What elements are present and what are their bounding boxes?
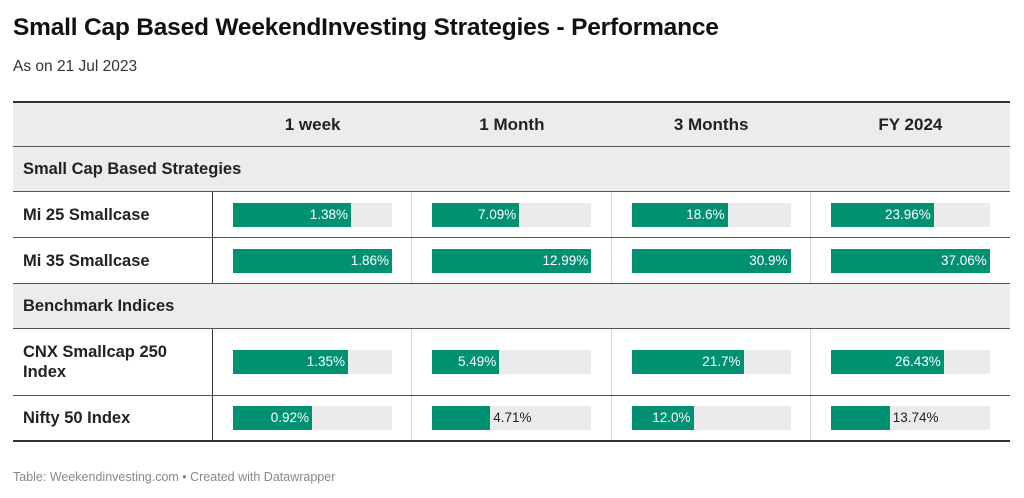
bar-value-label: 37.06%	[940, 252, 987, 268]
bar-fill	[432, 202, 520, 227]
bar-value-label: 5.49%	[457, 354, 497, 369]
bar-fill	[830, 248, 990, 273]
table-row: CNX Smallcap 250 Index 1.35% 5.49% 21.7% 26.…	[13, 329, 1010, 396]
bar-cell: 4.71%	[412, 396, 612, 440]
bar-fill	[830, 406, 890, 430]
table-subtitle: As on 21 Jul 2023	[13, 58, 138, 75]
column-header: FY 2024	[878, 115, 943, 134]
bar-fill	[631, 248, 791, 273]
bar-fill	[233, 350, 348, 374]
bar-track: 37.06%	[830, 248, 990, 273]
bar-cell: 12.0%	[612, 396, 811, 440]
bar-value-label: 12.99%	[542, 252, 589, 268]
bar-value-label: 7.09%	[477, 206, 517, 222]
bar-value-label: 26.43%	[894, 354, 941, 369]
bar-track: 1.38%	[233, 202, 392, 227]
bar-fill	[631, 350, 744, 374]
bar-value-label: 23.96%	[884, 206, 931, 222]
column-header: 3 Months	[673, 115, 749, 134]
bar-track: 1.86%	[233, 248, 392, 273]
column-header: 1 Month	[479, 115, 545, 134]
bar-cell: 12.99%	[412, 238, 612, 283]
bar-fill	[233, 406, 312, 430]
header-empty-cell	[13, 103, 213, 146]
bar-value-label: 4.71%	[493, 410, 532, 425]
table-header-row: 1 week 1 Month 3 Months FY 2024	[13, 103, 1010, 147]
bar-cell: 23.96%	[811, 192, 1010, 237]
bar-cell: 0.92%	[213, 396, 413, 440]
bar-fill	[432, 350, 500, 374]
bar-cell: 18.6%	[612, 192, 811, 237]
bar-value-label: 12.0%	[652, 410, 691, 425]
bar-value-label: 13.74%	[892, 410, 939, 425]
bar-track: 30.9%	[631, 248, 791, 273]
bar-fill	[432, 406, 491, 430]
bar-track: 5.49%	[432, 350, 592, 374]
bar-value-label: 1.86%	[350, 252, 389, 268]
table-title: Small Cap Based WeekendInvesting Strateg…	[13, 14, 719, 41]
group-header-row: Small Cap Based Strategies	[13, 147, 1010, 192]
bar-track: 7.09%	[432, 202, 592, 227]
bar-track: 1.35%	[233, 350, 392, 374]
bar-cell: 21.7%	[612, 329, 811, 395]
bar-cell: 5.49%	[412, 329, 612, 395]
bar-value-label: 0.92%	[270, 410, 309, 425]
bar-cell: 26.43%	[811, 329, 1010, 395]
table-row: Mi 25 Smallcase 1.38% 7.09% 18.6% 23.96%	[13, 192, 1010, 238]
row-label: Mi 25 Smallcase	[13, 192, 213, 237]
bar-track: 21.7%	[631, 350, 791, 374]
bar-fill	[631, 406, 694, 430]
bar-value-label: 1.38%	[309, 206, 348, 222]
bar-track: 12.0%	[631, 406, 791, 430]
bar-track: 12.99%	[432, 248, 592, 273]
bar-track: 23.96%	[830, 202, 990, 227]
bar-track: 0.92%	[233, 406, 392, 430]
bar-value-label: 21.7%	[702, 354, 741, 369]
bar-cell: 1.35%	[213, 329, 413, 395]
bar-cell: 1.38%	[213, 192, 413, 237]
bar-cell: 7.09%	[412, 192, 612, 237]
bar-fill	[233, 202, 351, 227]
bar-track: 13.74%	[830, 406, 990, 430]
bar-cell: 37.06%	[811, 238, 1010, 283]
performance-table: 1 week 1 Month 3 Months FY 2024 Small Cap B…	[13, 101, 1010, 442]
bar-fill	[631, 202, 728, 227]
bar-track: 18.6%	[631, 202, 791, 227]
row-label: Mi 35 Smallcase	[13, 238, 213, 283]
table-row: Nifty 50 Index 0.92% 4.71% 12.0% 13.74%	[13, 396, 1010, 440]
bar-fill	[830, 202, 934, 227]
bar-fill	[432, 248, 592, 273]
bar-value-label: 18.6%	[686, 206, 725, 222]
column-header: 1 week	[284, 115, 341, 134]
bar-cell: 13.74%	[811, 396, 1010, 440]
group-header-row: Benchmark Indices	[13, 284, 1010, 329]
bar-track: 4.71%	[432, 406, 592, 430]
bar-value-label: 1.35%	[306, 354, 345, 369]
bar-value-label: 30.9%	[749, 252, 788, 268]
table-row: Mi 35 Smallcase 1.86% 12.99% 30.9% 37.06%	[13, 238, 1010, 284]
row-label: CNX Smallcap 250 Index	[13, 329, 213, 395]
bar-track: 26.43%	[830, 350, 990, 374]
table-footer: Table: Weekendinvesting.com • Created wi…	[13, 470, 336, 484]
bar-fill	[830, 350, 944, 374]
bar-cell: 1.86%	[213, 238, 413, 283]
row-label: Nifty 50 Index	[13, 396, 213, 440]
bar-cell: 30.9%	[612, 238, 811, 283]
bar-fill	[233, 248, 392, 273]
